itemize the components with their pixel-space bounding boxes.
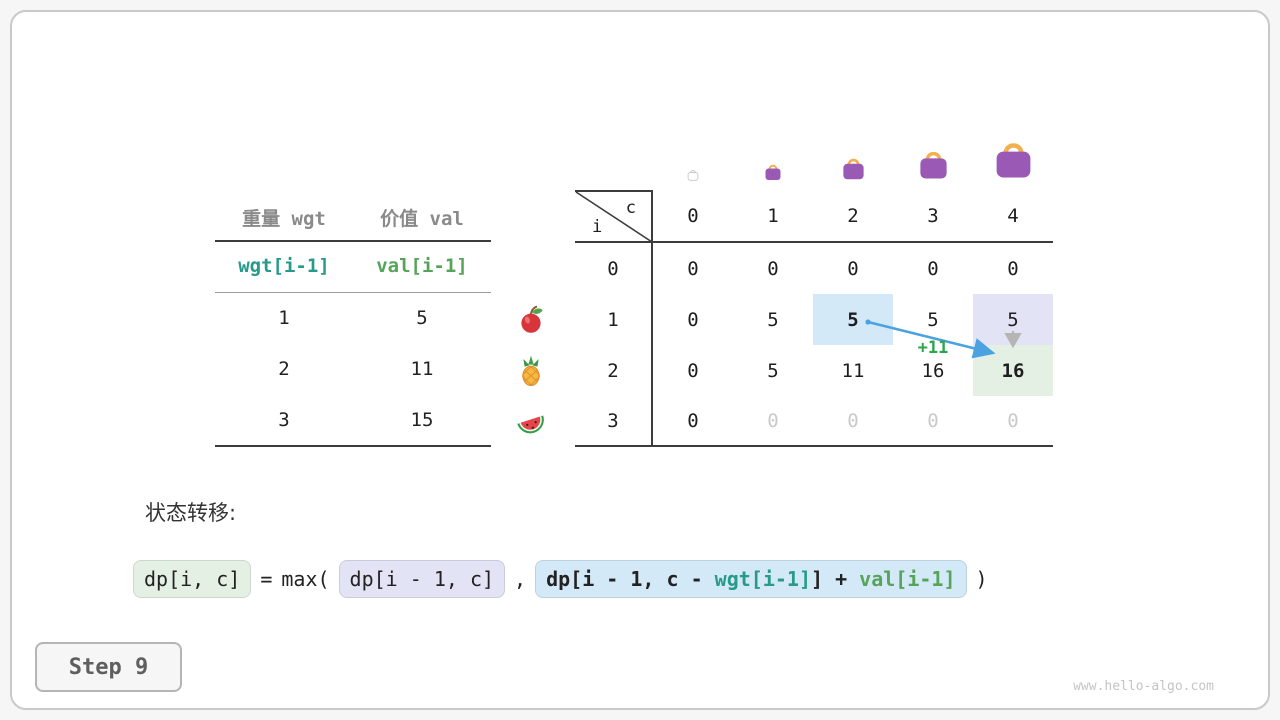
item1-weight: 1 (278, 306, 290, 329)
weights-table: 重量 wgt 价值 val wgt[i-1] val[i-1] 1 5 2 11… (215, 195, 491, 447)
dp-cell-r2-c4-result-highlight: 16 (973, 345, 1053, 396)
formula-skip-item-chip: dp[i - 1, c] (338, 560, 506, 598)
bag-icon-capacity-1 (733, 122, 813, 182)
bag-icon-capacity-3 (893, 122, 973, 182)
dp-cell-r1-c3: 5 (927, 308, 939, 331)
weights-header-val: 价值 val (380, 208, 464, 230)
dp-cell-r3-c0: 0 (653, 396, 733, 447)
dp-cell-r2-c0: 0 (687, 359, 699, 382)
dp-cell-r0-c3: 0 (927, 257, 939, 280)
arrow-add-value-label: +11 (917, 338, 949, 358)
weights-header-wgt: 重量 wgt (242, 208, 326, 230)
watermelon-icon (515, 406, 547, 438)
dp-cell-r1-c4-compare-highlight: 5 (973, 294, 1053, 345)
divider (215, 292, 491, 293)
dp-cell-r3-c3: 0 (893, 396, 973, 447)
dp-corner-cell: c i (575, 190, 653, 243)
pineapple-icon (515, 355, 547, 387)
dp-row-axis-label: i (592, 217, 603, 237)
formula-current-cell-chip: dp[i, c] (133, 560, 252, 598)
dp-cell-r2-c1: 5 (767, 359, 779, 382)
state-transition-title: 状态转移: (145, 501, 237, 525)
weights-row-1: 1 5 (215, 292, 491, 343)
formula-take-item-chip: dp[i - 1, c - wgt[i-1]] + val[i-1] (535, 560, 967, 598)
item2-value: 11 (410, 357, 434, 380)
weights-header-row: 重量 wgt 价值 val (215, 195, 491, 240)
formula-take-prefix: dp[i - 1, c - (546, 567, 715, 591)
formula-take-mid: ] + (811, 567, 860, 591)
weights-subheader-row: wgt[i-1] val[i-1] (215, 240, 491, 292)
state-transition-formula: dp[i, c] = max( dp[i - 1, c] , dp[i - 1,… (133, 560, 988, 598)
item2-weight: 2 (278, 357, 290, 380)
dp-cell-r1-c1: 5 (767, 308, 779, 331)
dp-col-header-4: 4 (973, 190, 1053, 243)
dp-row-label-1: 1 (575, 294, 653, 345)
dp-row-label-3: 3 (575, 396, 653, 447)
dp-cell-r1-c2-source-highlight: 5 (813, 294, 893, 345)
dp-col-header-1: 1 (733, 190, 813, 243)
watermark-url: www.hello-algo.com (1073, 679, 1214, 694)
weights-subheader-wgt: wgt[i-1] (238, 255, 330, 277)
weights-row-3: 3 15 (215, 394, 491, 445)
step-badge: Step 9 (35, 642, 182, 692)
dp-row-label-0: 0 (575, 243, 653, 294)
dp-cell-r3-c4: 0 (973, 396, 1053, 447)
apple-icon (515, 304, 547, 336)
dp-table: c i 0 1 2 3 4 0 0 0 0 0 0 1 0 5 5 5 5 2 … (575, 190, 1053, 447)
formula-close-paren: ) (975, 567, 988, 591)
divider (215, 240, 491, 242)
dp-cell-r0-c2: 0 (847, 257, 859, 280)
weights-subheader-val: val[i-1] (376, 255, 468, 277)
dp-cell-r0-c0: 0 (687, 257, 699, 280)
capacity-bags-row (653, 122, 1053, 182)
dp-col-header-3: 3 (893, 190, 973, 243)
dp-cell-r3-c1: 0 (733, 396, 813, 447)
item1-value: 5 (416, 306, 428, 329)
formula-max-open: max( (281, 567, 330, 591)
divider (215, 445, 491, 447)
dp-col-axis-label: c (625, 198, 636, 218)
formula-val-term: val[i-1] (859, 567, 956, 591)
dp-col-header-2: 2 (813, 190, 893, 243)
item3-weight: 3 (278, 408, 290, 431)
dp-cell-r2-c2: 11 (841, 359, 865, 382)
dp-cell-r2-c3: 16 (921, 359, 945, 382)
weights-row-2: 2 11 (215, 343, 491, 394)
dp-cell-r1-c0: 0 (687, 308, 699, 331)
dp-cell-r0-c4: 0 (1007, 257, 1019, 280)
dp-col-header-0: 0 (653, 190, 733, 243)
formula-wgt-term: wgt[i-1] (714, 567, 811, 591)
item3-value: 15 (410, 408, 434, 431)
dp-cell-r3-c2: 0 (813, 396, 893, 447)
dp-cell-r0-c1: 0 (767, 257, 779, 280)
formula-equals: = (260, 567, 273, 591)
dp-row-label-2: 2 (575, 345, 653, 396)
bag-icon-capacity-4 (973, 122, 1053, 182)
bag-icon-capacity-2 (813, 122, 893, 182)
formula-comma: , (514, 567, 527, 591)
bag-icon-capacity-0 (653, 122, 733, 182)
